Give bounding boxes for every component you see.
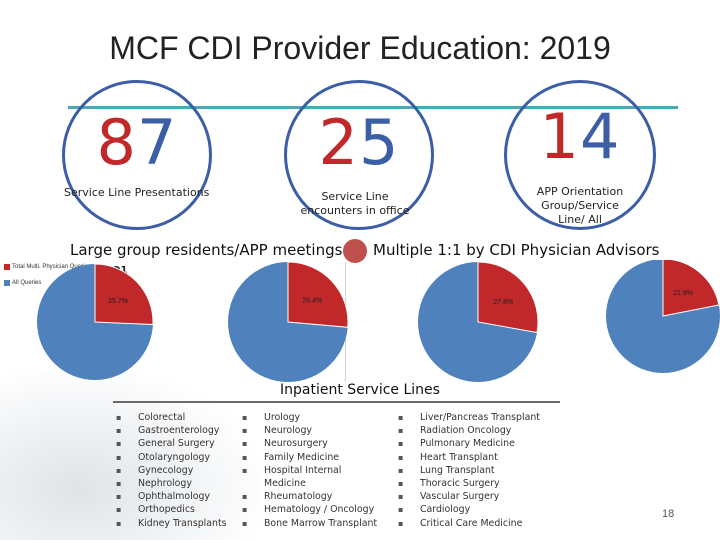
pie-slice-multi-queries-q4 [662,260,720,317]
service-line-item: Orthopedics [116,503,227,516]
service-line-item: General Surgery [116,437,227,450]
service-line-item: Vascular Surgery [398,490,540,503]
service-line-item: Neurosurgery [242,437,377,450]
pie-slice-multi-queries-q2 [287,261,349,328]
service-line-item: Family Medicine [242,451,377,464]
chart-legend: Total Multi. Physician Queries All Queri… [4,264,91,287]
legend-label-all: All Queries [12,280,42,286]
left-heading: Large group residents/APP meetings [70,241,343,259]
service-line-item: Heart Transplant [398,451,540,464]
stat-circle-3 [504,80,656,230]
service-list-col-3: Liver/Pancreas TransplantRadiation Oncol… [398,411,540,530]
service-line-item: Kidney Transplants [116,517,227,530]
service-line-item: Lung Transplant [398,464,540,477]
service-line-item: Colorectal [116,411,227,424]
pie-data-label-q2: 26.4% [302,298,322,305]
pie-data-label-q1: 25.7% [108,298,128,305]
service-list-col-2: UrologyNeurologyNeurosurgeryFamily Medic… [242,411,377,530]
pie-slice-multi-queries-q3 [477,261,539,334]
service-line-item: Cardiology [398,503,540,516]
service-line-item: Thoracic Surgery [398,477,540,490]
pie-slice-multi-queries-q1 [94,263,154,326]
legend-item-multi: Total Multi. Physician Queries [4,264,91,271]
stat-circle-1 [62,80,212,230]
red-dot-icon [343,239,367,263]
stat-label-3: APP Orientation Group/Service Line/ All [536,185,624,226]
pie-data-label-q4: 21.9% [673,290,693,297]
service-line-item: Radiation Oncology [398,424,540,437]
section-underline [113,401,560,403]
service-line-item: Rheumatology [242,490,377,503]
service-list-col-1: ColorectalGastroenterologyGeneral Surger… [116,411,227,530]
service-line-item: Otolaryngology [116,451,227,464]
service-line-item: Bone Marrow Transplant [242,517,377,530]
pie-data-label-q3: 27.8% [493,299,513,306]
legend-swatch-red [4,264,10,270]
service-line-item: Nephrology [116,477,227,490]
legend-item-all: All Queries [4,280,91,287]
stat-label-2: Service Line encounters in office [300,190,410,217]
service-line-item: Liver/Pancreas Transplant [398,411,540,424]
stat-value-1: 87 [96,106,178,179]
service-line-item: Urology [242,411,377,424]
legend-swatch-blue [4,280,10,286]
service-line-item: Hematology / Oncology [242,503,377,516]
stat-value-2: 25 [318,106,400,179]
service-line-item: Neurology [242,424,377,437]
service-line-item: Hospital Internal [242,464,377,477]
stat-label-1: Service Line Presentations [64,186,210,199]
service-line-item: Ophthalmology [116,490,227,503]
service-line-item: Gynecology [116,464,227,477]
service-line-item: Critical Care Medicine [398,517,540,530]
stat-circle-2 [284,80,434,230]
stat-value-3: 14 [539,100,621,173]
slide-title: MCF CDI Provider Education: 2019 [109,30,611,66]
section-title: Inpatient Service Lines [280,382,440,398]
service-line-item: Pulmonary Medicine [398,437,540,450]
legend-label-multi: Total Multi. Physician Queries [12,264,91,270]
quarterly-pie-charts: 25.7% 26.4% 27.8% 21.9% [37,260,720,382]
service-line-item: Gastroenterology [116,424,227,437]
page-number: 18 [662,508,675,520]
right-heading: Multiple 1:1 by CDI Physician Advisors [373,241,660,259]
service-line-item: Medicine [264,478,306,490]
